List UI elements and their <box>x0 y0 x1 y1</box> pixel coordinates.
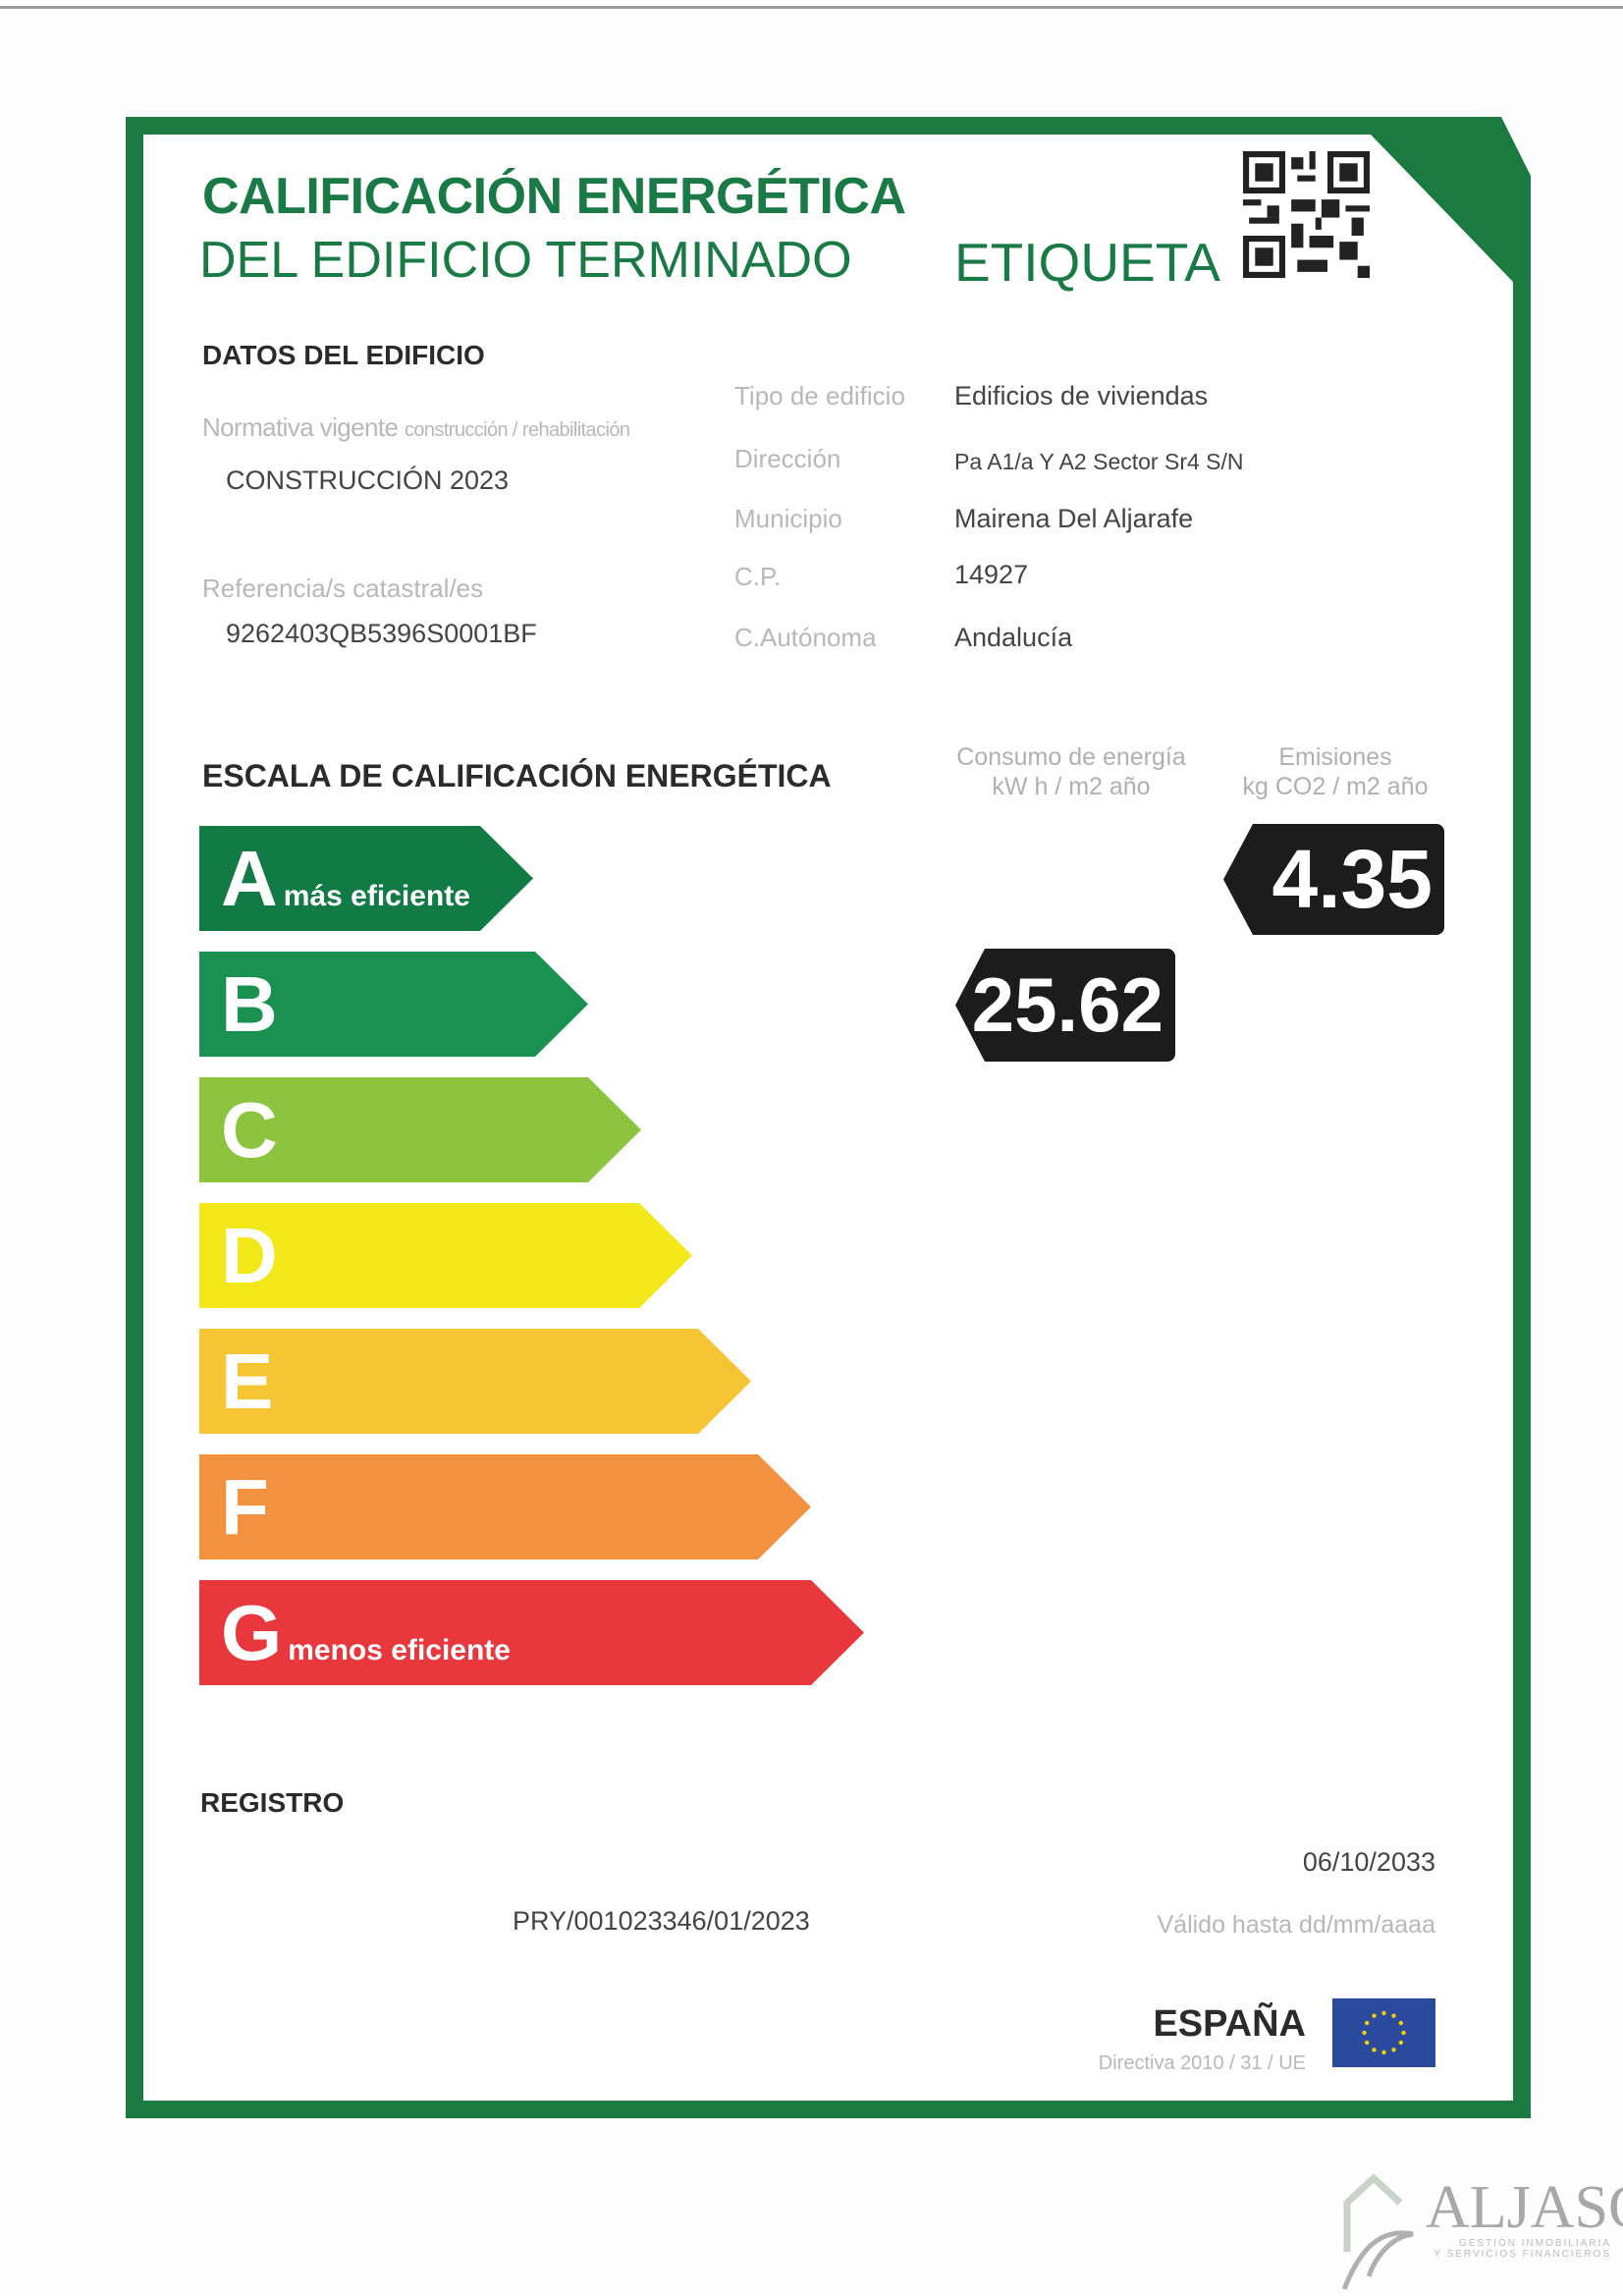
eu-star <box>1362 2030 1367 2036</box>
field-label-tipo: Tipo de edificio <box>734 381 905 410</box>
valid-label: Válido hasta dd/mm/aaaa <box>1157 1911 1435 1939</box>
eu-star <box>1391 2013 1396 2018</box>
scan-edge-line <box>0 6 1623 9</box>
title-line2: DEL EDIFICIO TERMINADO <box>199 232 852 289</box>
normativa-value: CONSTRUCCIÓN 2023 <box>226 465 510 495</box>
emisiones-header-text: Emisiones <box>1278 743 1392 771</box>
eu-star <box>1364 2040 1370 2046</box>
normativa-label: Normativa vigente construcción / rehabil… <box>202 412 630 445</box>
eu-star <box>1398 2040 1404 2046</box>
eu-star <box>1381 2010 1386 2016</box>
building-section-title: DATOS DEL EDIFICIO <box>202 340 485 370</box>
class-note: menos eficiente <box>288 1633 511 1667</box>
field-value-cp: 14927 <box>954 560 1029 589</box>
energy-class-bar-d: D <box>199 1203 692 1308</box>
class-letter: E <box>221 1337 274 1425</box>
class-letter: G <box>221 1588 283 1676</box>
energy-class-bar-b: B <box>199 952 588 1057</box>
eu-flag-icon <box>1332 1998 1435 2067</box>
brand-name: ALJASOL <box>1426 2174 1623 2241</box>
field-label-municipio: Municipio <box>734 504 842 533</box>
consumo-header-text: Consumo de energía <box>956 743 1186 771</box>
field-value-tipo: Edificios de viviendas <box>954 381 1209 410</box>
normativa-sublabel: construcción / rehabilitación <box>404 419 630 441</box>
field-label-direccion: Dirección <box>734 444 841 473</box>
energy-class-bar-c: C <box>199 1077 641 1182</box>
referencia-value: 9262403QB5396S0001BF <box>226 619 537 648</box>
eu-star <box>1372 2013 1377 2018</box>
class-letter: A <box>221 834 278 922</box>
normativa-label-text: Normativa vigente <box>202 412 399 442</box>
eu-star <box>1364 2020 1370 2026</box>
label-type: ETIQUETA <box>954 232 1220 293</box>
qr-code-icon <box>1243 151 1370 278</box>
directive: Directiva 2010 / 31 / UE <box>1098 2052 1306 2074</box>
emisiones-unit: kg CO2 / m2 año <box>1242 773 1429 800</box>
consumo-header: Consumo de energía kW h / m2 año <box>944 742 1199 801</box>
scale-title: ESCALA DE CALIFICACIÓN ENERGÉTICA <box>202 758 832 793</box>
class-letter: D <box>221 1211 278 1299</box>
valid-date: 06/10/2033 <box>1302 1847 1435 1877</box>
eu-star <box>1372 2048 1377 2052</box>
eu-star <box>1401 2030 1406 2036</box>
country-name: ESPAÑA <box>1153 2003 1306 2045</box>
field-value-autonoma: Andalucía <box>954 623 1073 652</box>
energy-class-bar-f: F <box>199 1454 811 1559</box>
referencia-label: Referencia/s catastral/es <box>202 574 484 603</box>
field-label-autonoma: C.Autónoma <box>734 623 877 652</box>
field-value-municipio: Mairena Del Aljarafe <box>954 504 1194 533</box>
energy-class-bar-e: E <box>199 1329 751 1434</box>
field-value-direccion: Pa A1/a Y A2 Sector Sr4 S/N <box>954 449 1244 474</box>
consumo-unit: kW h / m2 año <box>992 773 1151 800</box>
eu-star <box>1398 2020 1404 2026</box>
brand-tagline: GESTIÓN INMOBILIARIA Y SERVICIOS FINANCIE… <box>1434 2238 1611 2260</box>
emisiones-rating-badge: 4.35 <box>1223 824 1444 935</box>
eu-star <box>1391 2048 1396 2052</box>
tagline-2: Y SERVICIOS FINANCIEROS <box>1434 2249 1611 2260</box>
registro-title: REGISTRO <box>200 1787 345 1818</box>
house-swoosh-icon <box>1341 2173 1414 2290</box>
class-note: más eficiente <box>283 879 470 912</box>
eu-star <box>1381 2050 1386 2055</box>
class-letter: B <box>221 959 278 1048</box>
title-line1: CALIFICACIÓN ENERGÉTICA <box>202 168 906 225</box>
class-letter: F <box>221 1462 269 1551</box>
field-label-cp: C.P. <box>734 562 782 591</box>
emisiones-header: Emisiones kg CO2 / m2 año <box>1208 742 1463 801</box>
consumo-rating-badge: 25.62 <box>955 949 1175 1062</box>
class-letter: C <box>221 1085 278 1174</box>
tagline-1: GESTIÓN INMOBILIARIA <box>1458 2238 1611 2249</box>
registro-number: PRY/001023346/01/2023 <box>513 1906 810 1936</box>
